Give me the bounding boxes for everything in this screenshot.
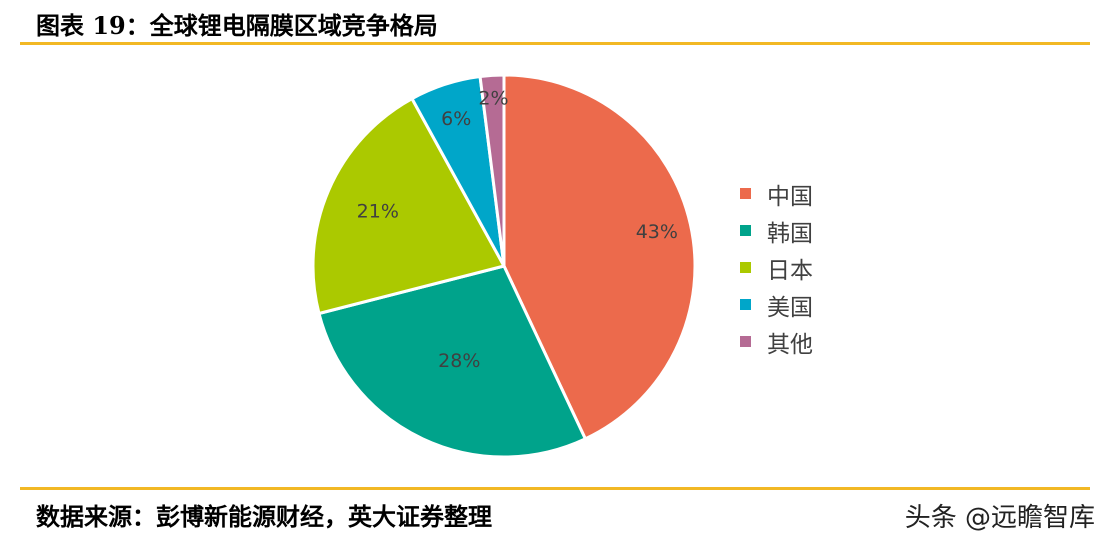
legend-item-4: 美国 [740, 286, 813, 323]
legend-item-1: 中国 [740, 175, 813, 212]
source-note: 数据来源：彭博新能源财经，英大证券整理 [36, 502, 492, 531]
legend-swatch [740, 262, 751, 273]
title-divider [20, 42, 1090, 45]
chart-title: 图表 19：全球锂电隔膜区域竞争格局 [36, 11, 438, 40]
slice-label-3: 21% [357, 200, 399, 222]
pie-slice-1 [502, 73, 697, 441]
slice-label-2: 28% [438, 350, 480, 372]
legend-swatch [740, 188, 751, 199]
legend-swatch [740, 225, 751, 236]
pie-slice-3 [311, 97, 506, 315]
legend-item-2: 韩国 [740, 212, 813, 249]
legend-swatch [740, 299, 751, 310]
pie-slice-5 [478, 73, 506, 268]
slice-label-4: 6% [441, 108, 471, 130]
legend-item-5: 其他 [740, 323, 813, 360]
legend-label: 日本 [767, 257, 813, 284]
slice-label-1: 43% [636, 221, 678, 243]
pie-slice-2 [317, 264, 587, 459]
legend-swatch [740, 336, 751, 347]
legend-item-3: 日本 [740, 249, 813, 286]
legend: 中国韩国日本美国其他 [740, 175, 813, 360]
legend-label: 其他 [767, 331, 813, 358]
legend-label: 美国 [767, 294, 813, 321]
slice-label-5: 2% [478, 87, 508, 109]
watermark: 头条 @远瞻智库 [904, 503, 1095, 533]
footer-divider [20, 487, 1090, 490]
legend-label: 韩国 [767, 220, 813, 247]
legend-label: 中国 [767, 183, 813, 210]
